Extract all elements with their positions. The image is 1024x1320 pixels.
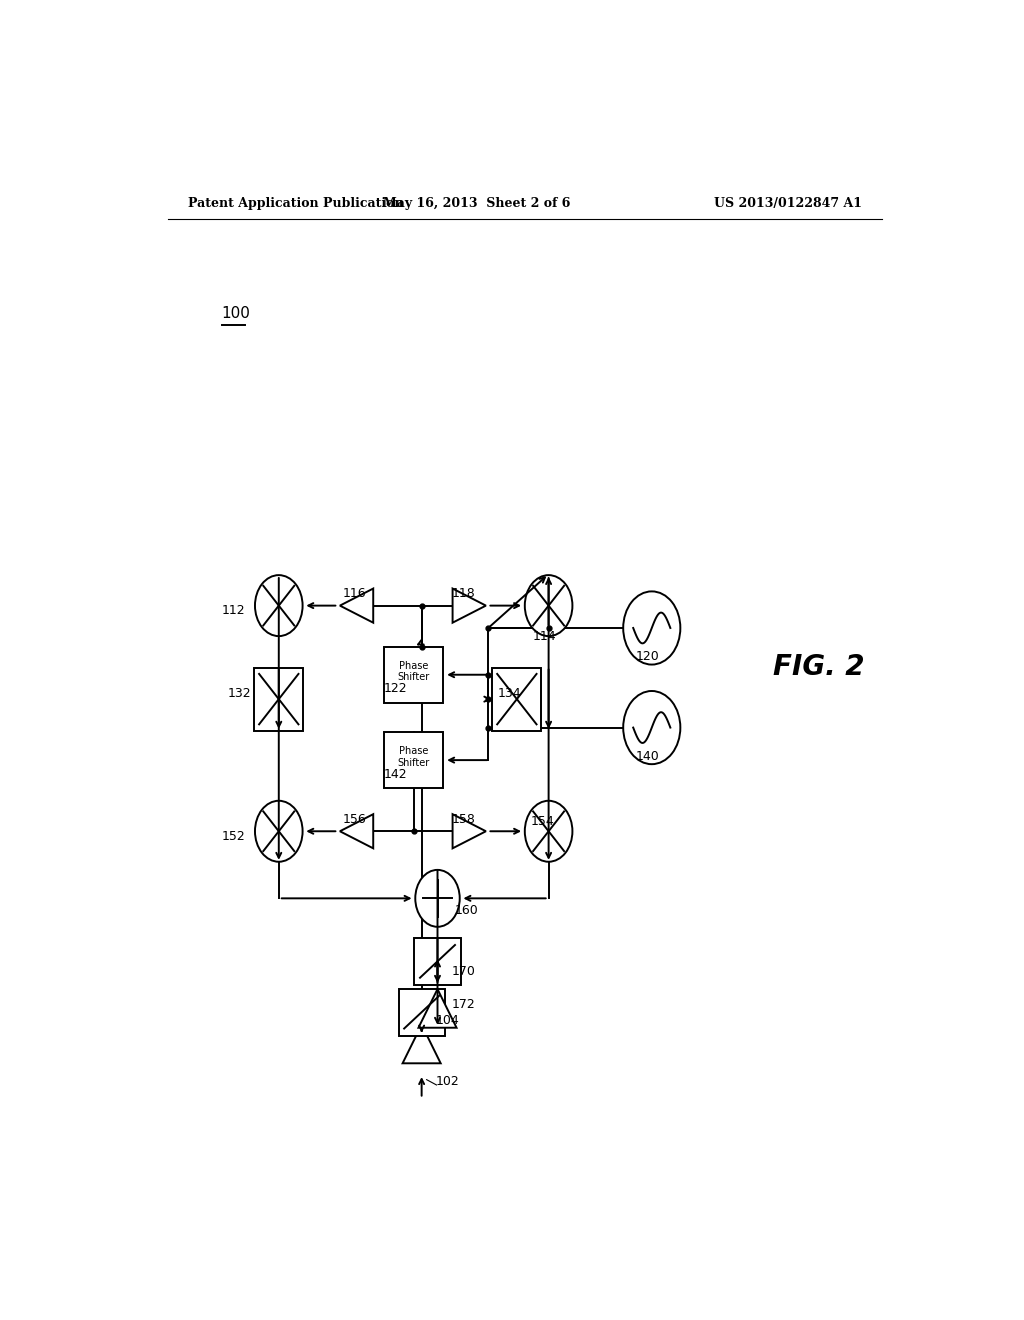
Text: 154: 154 (531, 814, 555, 828)
Text: 156: 156 (342, 813, 366, 825)
Text: 122: 122 (384, 682, 408, 696)
Polygon shape (340, 814, 373, 849)
Text: 158: 158 (452, 813, 476, 825)
Text: 170: 170 (452, 965, 476, 978)
Text: 142: 142 (384, 768, 408, 781)
Bar (415, 939, 461, 985)
Text: Phase
Shifter: Phase Shifter (397, 661, 430, 682)
Text: 100: 100 (221, 306, 251, 321)
Text: 140: 140 (636, 750, 659, 763)
Circle shape (525, 801, 572, 862)
Text: 160: 160 (455, 904, 478, 917)
Text: 118: 118 (452, 587, 475, 599)
Circle shape (624, 690, 680, 764)
Circle shape (255, 801, 303, 862)
Polygon shape (402, 1024, 440, 1064)
Text: US 2013/0122847 A1: US 2013/0122847 A1 (714, 197, 862, 210)
Text: 116: 116 (342, 587, 366, 599)
Polygon shape (453, 814, 486, 849)
Text: 112: 112 (222, 605, 246, 618)
Text: May 16, 2013  Sheet 2 of 6: May 16, 2013 Sheet 2 of 6 (384, 197, 570, 210)
Text: 172: 172 (452, 998, 475, 1011)
Text: 120: 120 (636, 649, 659, 663)
Circle shape (255, 576, 303, 636)
Text: 104: 104 (436, 1014, 460, 1027)
Circle shape (416, 870, 460, 927)
Text: 114: 114 (532, 630, 556, 643)
Polygon shape (340, 589, 373, 623)
Text: 152: 152 (222, 830, 246, 843)
Text: 132: 132 (227, 686, 251, 700)
Bar (384, 647, 443, 702)
Text: 134: 134 (498, 686, 521, 700)
Circle shape (624, 591, 680, 664)
Circle shape (525, 576, 572, 636)
Text: FIG. 2: FIG. 2 (773, 652, 864, 681)
Bar (254, 668, 303, 731)
Polygon shape (453, 589, 486, 623)
Bar (493, 668, 542, 731)
Bar (384, 733, 443, 788)
Text: Patent Application Publication: Patent Application Publication (187, 197, 403, 210)
Text: 102: 102 (436, 1074, 460, 1088)
Polygon shape (419, 989, 457, 1028)
Text: Phase
Shifter: Phase Shifter (397, 746, 430, 768)
Bar (398, 989, 444, 1036)
